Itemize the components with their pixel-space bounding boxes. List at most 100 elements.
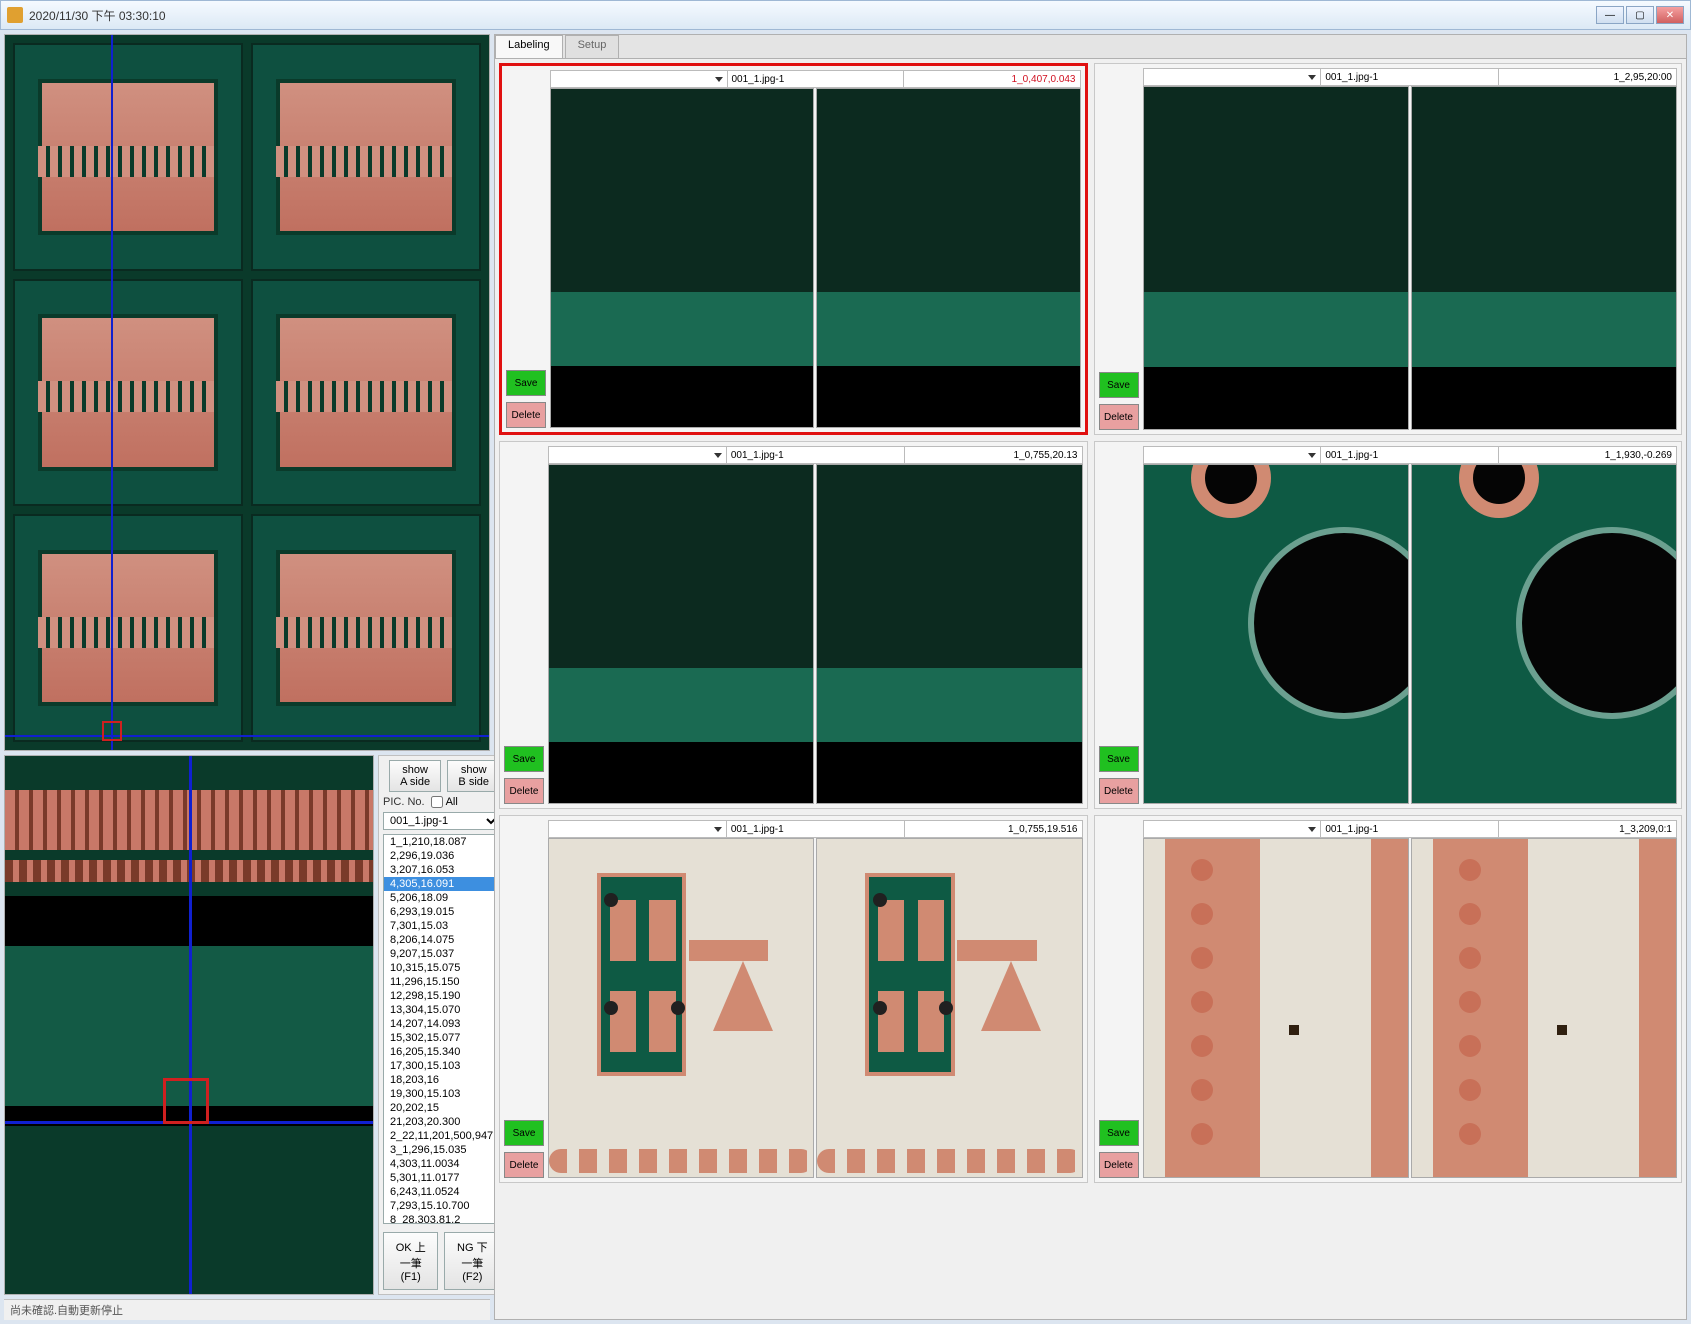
- list-item[interactable]: 14,207,14.093: [384, 1017, 499, 1031]
- list-item[interactable]: 2_22,11,201,500,947: [384, 1129, 499, 1143]
- overview-crosshair-v: [111, 35, 113, 750]
- list-item[interactable]: 17,300,15.103: [384, 1059, 499, 1073]
- defect-image[interactable]: [1411, 86, 1677, 430]
- list-item[interactable]: 9,207,15.037: [384, 947, 499, 961]
- list-item[interactable]: 16,205,15.340: [384, 1045, 499, 1059]
- dropdown-arrow-icon[interactable]: [1308, 827, 1316, 832]
- all-checkbox-label: All: [446, 796, 458, 808]
- defect-image[interactable]: [816, 464, 1082, 804]
- list-item[interactable]: 12,298,15.190: [384, 989, 499, 1003]
- show-a-button[interactable]: show A side: [389, 760, 441, 792]
- maximize-button[interactable]: ▢: [1626, 6, 1654, 24]
- list-item[interactable]: 3,207,16.053: [384, 863, 499, 877]
- tab-setup[interactable]: Setup: [565, 35, 620, 58]
- defect-tile[interactable]: Save Delete 001_1.jpg-11_0,755,19.516: [499, 815, 1088, 1183]
- list-item[interactable]: 3_1,296,15.035: [384, 1143, 499, 1157]
- dropdown-arrow-icon[interactable]: [1308, 75, 1316, 80]
- dropdown-arrow-icon[interactable]: [714, 827, 722, 832]
- tab-labeling[interactable]: Labeling: [495, 35, 563, 58]
- image-dropdown[interactable]: 001_1.jpg-1: [383, 812, 500, 830]
- tile-header: 001_1.jpg-11_2,95,20:00: [1143, 68, 1678, 86]
- app-icon: [7, 7, 23, 23]
- list-item[interactable]: 21,203,20.300: [384, 1115, 499, 1129]
- defect-grid: SaveDelete001_1.jpg-11_0,407,0.043SaveDe…: [499, 63, 1682, 1183]
- close-button[interactable]: ✕: [1656, 6, 1684, 24]
- dropdown-arrow-icon[interactable]: [715, 77, 723, 82]
- save-button[interactable]: Save: [504, 746, 544, 772]
- all-checkbox-input[interactable]: [431, 796, 443, 808]
- save-button[interactable]: Save: [1099, 746, 1139, 772]
- mag-target: [163, 1078, 209, 1124]
- dropdown-arrow-icon[interactable]: [1308, 453, 1316, 458]
- pcb-unit: [251, 43, 481, 271]
- list-item[interactable]: 18,203,16: [384, 1073, 499, 1087]
- delete-button[interactable]: Delete: [506, 402, 546, 428]
- list-item[interactable]: 19,300,15.103: [384, 1087, 499, 1101]
- pcb-unit: [13, 279, 243, 507]
- status-text: 尚未確認.自動更新停止: [10, 1302, 123, 1318]
- list-item[interactable]: 13,304,15.070: [384, 1003, 499, 1017]
- tab-bar: Labeling Setup: [495, 35, 1686, 59]
- list-item[interactable]: 7,293,15.10.700: [384, 1199, 499, 1213]
- tile-coordinate: 1_3,209,0:1: [1499, 821, 1676, 837]
- list-item[interactable]: 8,206,14.075: [384, 933, 499, 947]
- list-item[interactable]: 6,243,11.0524: [384, 1185, 499, 1199]
- defect-image[interactable]: [1143, 838, 1409, 1178]
- all-checkbox[interactable]: All: [431, 796, 458, 808]
- tile-filename: 001_1.jpg-1: [727, 821, 905, 837]
- list-item[interactable]: 11,296,15.150: [384, 975, 499, 989]
- defect-image[interactable]: [1143, 86, 1409, 430]
- defect-image[interactable]: [1143, 464, 1409, 804]
- window-title: 2020/11/30 下午 03:30:10: [29, 7, 166, 24]
- list-item[interactable]: 4,305,16.091: [384, 877, 499, 891]
- list-item[interactable]: 4,303,11.0034: [384, 1157, 499, 1171]
- list-item[interactable]: 7,301,15.03: [384, 919, 499, 933]
- save-button[interactable]: Save: [506, 370, 546, 396]
- ng-next-button[interactable]: NG 下一筆 (F2): [444, 1232, 500, 1290]
- mag-crosshair-v: [189, 756, 192, 1294]
- defect-image[interactable]: [1411, 464, 1677, 804]
- coordinate-list[interactable]: 1_1,210,18.0872,296,19.0363,207,16.0534,…: [383, 834, 500, 1224]
- dropdown-arrow-icon[interactable]: [714, 453, 722, 458]
- defect-tile[interactable]: SaveDelete001_1.jpg-11_3,209,0:1: [1094, 815, 1683, 1183]
- list-item[interactable]: 5,206,18.09: [384, 891, 499, 905]
- list-item[interactable]: 5,301,11.0177: [384, 1171, 499, 1185]
- minimize-button[interactable]: —: [1596, 6, 1624, 24]
- save-button[interactable]: Save: [1099, 372, 1139, 398]
- defect-tile[interactable]: SaveDelete001_1.jpg-11_0,755,20.13: [499, 441, 1088, 809]
- list-item[interactable]: 8_28,303.81.2: [384, 1213, 499, 1224]
- list-item[interactable]: 15,302,15.077: [384, 1031, 499, 1045]
- show-b-button[interactable]: show B side: [447, 760, 500, 792]
- pcb-unit: [13, 514, 243, 742]
- list-item[interactable]: 6,293,19.015: [384, 905, 499, 919]
- delete-button[interactable]: Delete: [1099, 1152, 1139, 1178]
- defect-image[interactable]: [1411, 838, 1677, 1178]
- defect-image[interactable]: [816, 838, 1082, 1178]
- defect-image[interactable]: [550, 88, 814, 428]
- delete-button[interactable]: Delete: [504, 1152, 544, 1178]
- magnifier-view[interactable]: [4, 755, 374, 1295]
- defect-tile[interactable]: Save Delete 001_1.jpg-11_2,95,20:00: [1094, 63, 1683, 435]
- ok-prev-button[interactable]: OK 上一筆 (F1): [383, 1232, 438, 1290]
- list-item[interactable]: 1_1,210,18.087: [384, 835, 499, 849]
- tile-coordinate: 1_0,407,0.043: [904, 71, 1080, 87]
- list-item[interactable]: 10,315,15.075: [384, 961, 499, 975]
- tile-filename: 001_1.jpg-1: [728, 71, 905, 87]
- overview-target: [102, 721, 122, 741]
- pcb-overview[interactable]: [4, 34, 490, 751]
- defect-image[interactable]: [548, 464, 814, 804]
- tile-header: 001_1.jpg-11_1,930,-0.269: [1143, 446, 1678, 464]
- save-button[interactable]: Save: [1099, 1120, 1139, 1146]
- defect-tile[interactable]: Save Delete 001_1.jpg-11_0,407,0.043: [499, 63, 1088, 435]
- list-item[interactable]: 20,202,15: [384, 1101, 499, 1115]
- delete-button[interactable]: Delete: [1099, 778, 1139, 804]
- list-item[interactable]: 2,296,19.036: [384, 849, 499, 863]
- delete-button[interactable]: Delete: [1099, 404, 1139, 430]
- defect-tile[interactable]: Save Delete 001_1.jpg-11_1,930,-0.269: [1094, 441, 1683, 809]
- defect-image[interactable]: [816, 88, 1080, 428]
- tile-coordinate: 1_0,755,19.516: [905, 821, 1082, 837]
- defect-image[interactable]: [548, 838, 814, 1178]
- tile-header: 001_1.jpg-11_0,407,0.043: [550, 70, 1081, 88]
- delete-button[interactable]: Delete: [504, 778, 544, 804]
- save-button[interactable]: Save: [504, 1120, 544, 1146]
